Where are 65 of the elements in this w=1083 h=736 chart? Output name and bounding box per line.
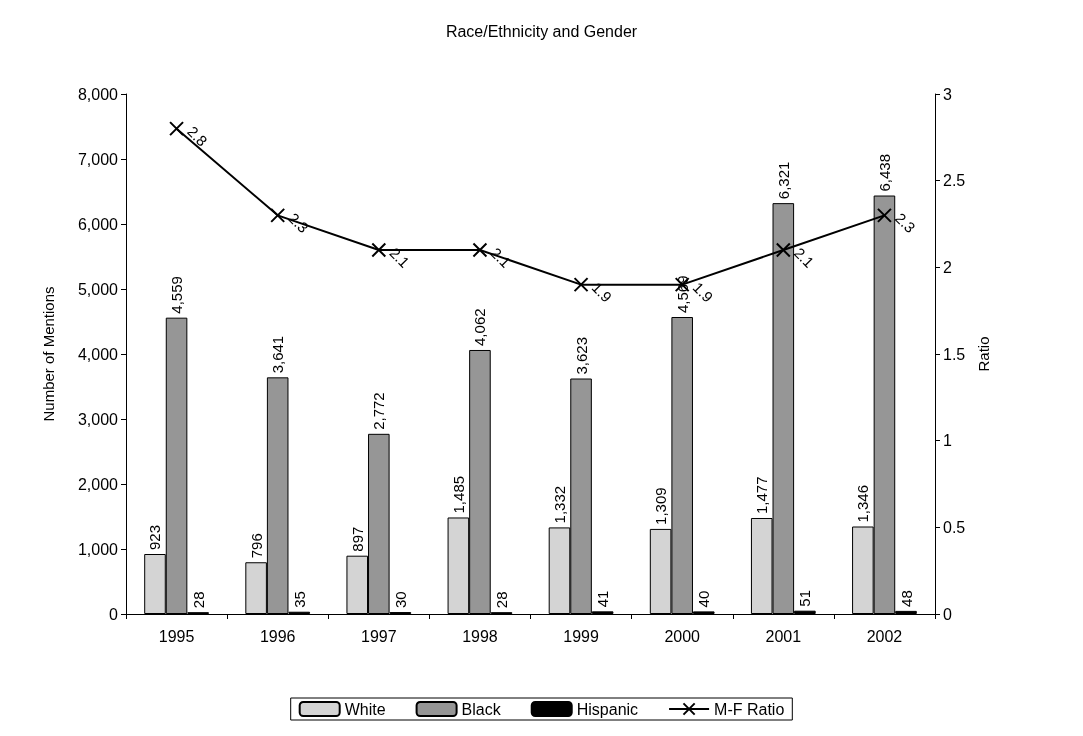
- data-label: 41: [594, 590, 612, 608]
- data-label: 4,062: [471, 308, 489, 346]
- data-label: 28: [189, 591, 207, 609]
- point: [472, 242, 488, 258]
- y2-tick-label: 0: [943, 605, 952, 623]
- point: [270, 207, 286, 223]
- y-tick-label: 7,000: [77, 150, 119, 168]
- y-tick-label: 2,000: [77, 475, 119, 493]
- y2-tick-label: 0.5: [943, 518, 966, 536]
- data-label: 1,309: [652, 487, 670, 525]
- x-tick-label: 1997: [361, 627, 397, 645]
- point: [573, 277, 589, 293]
- y2-tick-label: 1: [943, 432, 952, 450]
- y2-tick-label: 2: [943, 258, 952, 276]
- x-tick-label: 1998: [462, 627, 498, 645]
- data-label: 897: [348, 526, 366, 552]
- data-label: 6,438: [875, 153, 893, 192]
- data-label: 2.3: [891, 209, 919, 237]
- data-label: 1,477: [753, 476, 771, 514]
- y-tick-label: 6,000: [77, 215, 119, 233]
- y-axis-title: Number of Mentions: [40, 286, 57, 422]
- x-tick-label: 2000: [664, 627, 701, 645]
- data-label: 1,485: [449, 475, 467, 514]
- x-tick-label: 1999: [563, 627, 599, 645]
- y-tick-label: 1,000: [77, 540, 119, 558]
- x-tick-label: 2001: [765, 627, 802, 645]
- data-label: 1,346: [854, 484, 872, 523]
- y-tick-label: 4,000: [77, 345, 119, 363]
- data-label: 4,559: [168, 276, 186, 314]
- y2-tick-label: 2.5: [943, 172, 966, 190]
- data-label: 6,321: [774, 161, 792, 200]
- data-label: 48: [897, 590, 915, 607]
- y-tick-label: 3,000: [77, 410, 119, 428]
- legend-label: Black: [461, 700, 502, 718]
- x-tick-label: 2002: [866, 627, 903, 645]
- data-label: 796: [247, 533, 265, 559]
- legend-label: M-F Ratio: [714, 700, 785, 718]
- legend-label: Hispanic: [576, 700, 639, 718]
- y-tick-label: 5,000: [77, 280, 119, 298]
- x-tick-label: 1996: [259, 627, 296, 645]
- point: [775, 242, 791, 258]
- data-label: 3,641: [269, 335, 287, 374]
- data-label: 3,623: [572, 336, 590, 375]
- point: [169, 121, 185, 137]
- data-label: 1,332: [550, 485, 568, 524]
- data-label: 2,772: [370, 392, 388, 430]
- data-label: 40: [695, 590, 713, 608]
- legend-label: White: [344, 700, 386, 718]
- data-label: 1.9: [689, 278, 717, 306]
- y-tick-label: 0: [109, 605, 119, 623]
- y2-tick-label: 3: [943, 85, 952, 103]
- x-tick-label: 1995: [158, 627, 195, 645]
- data-label: 30: [391, 591, 409, 609]
- chart-title: Race/Ethnicity and Gender: [445, 22, 638, 40]
- data-label: 2.8: [184, 122, 211, 150]
- data-label: 28: [493, 591, 511, 609]
- point: [876, 207, 892, 223]
- point: [371, 242, 387, 258]
- data-label: 923: [146, 524, 164, 551]
- data-label: 35: [290, 591, 308, 608]
- data-label: 51: [796, 590, 814, 607]
- data-label: 2.1: [790, 243, 818, 271]
- y2-tick-label: 1.5: [943, 345, 966, 363]
- y-tick-label: 8,000: [77, 85, 119, 103]
- y2-axis-title: Ratio: [975, 336, 993, 372]
